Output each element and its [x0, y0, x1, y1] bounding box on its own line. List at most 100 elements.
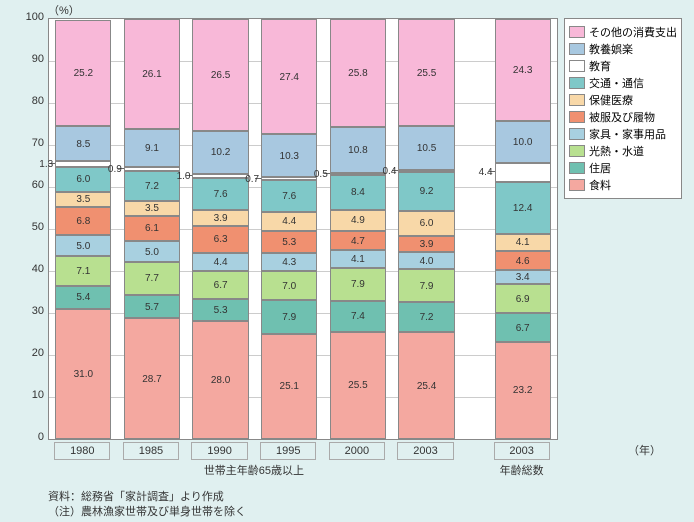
y-axis-title: （%） [48, 2, 80, 18]
legend-label: 光熱・水道 [589, 143, 644, 159]
y-tick-label: 30 [32, 305, 44, 317]
legend-item: 家具・家事用品 [569, 126, 677, 142]
y-tick-label: 80 [32, 95, 44, 107]
segment-value: 10.5 [398, 143, 454, 154]
segment-value: 3.4 [495, 272, 551, 283]
segment-value: 7.9 [330, 279, 386, 290]
y-tick-label: 20 [32, 347, 44, 359]
segment-value: 6.9 [495, 294, 551, 305]
legend-swatch [569, 162, 585, 174]
segment-value: 4.0 [398, 256, 454, 267]
segment-value: 4.4 [467, 167, 493, 178]
segment-value: 3.5 [124, 203, 180, 214]
segment-value: 4.1 [495, 237, 551, 248]
segment-value: 10.3 [261, 151, 317, 162]
legend: その他の消費支出教養娯楽教育交通・通信保健医療被服及び履物家具・家事用品光熱・水… [564, 18, 682, 199]
legend-swatch [569, 179, 585, 191]
legend-label: 保健医療 [589, 92, 633, 108]
segment-value: 6.8 [55, 216, 111, 227]
segment-value: 3.9 [398, 239, 454, 250]
segment-value: 7.0 [261, 281, 317, 292]
segment-value: 6.7 [495, 323, 551, 334]
segment-value: 7.7 [124, 273, 180, 284]
segment-value: 7.6 [192, 189, 248, 200]
legend-label: 住居 [589, 160, 611, 176]
segment-value: 12.4 [495, 203, 551, 214]
x-tick-label: 1985 [123, 442, 179, 460]
section-label-total: 年齢総数 [487, 462, 556, 478]
segment-value: 10.0 [495, 137, 551, 148]
legend-label: 教育 [589, 58, 611, 74]
x-tick-label: 2003 [397, 442, 453, 460]
x-tick-label: 2000 [329, 442, 385, 460]
legend-item: 住居 [569, 160, 677, 176]
y-tick-label: 90 [32, 53, 44, 65]
segment-value: 7.9 [398, 281, 454, 292]
y-tick-label: 40 [32, 263, 44, 275]
segment-value: 4.7 [330, 236, 386, 247]
bar-1985: 28.75.77.75.06.13.57.20.99.126.1 [124, 19, 180, 439]
footnote-note: （注）農林漁家世帯及び単身世帯を除く [48, 503, 246, 519]
segment-value: 6.0 [55, 174, 111, 185]
segment-value: 26.1 [124, 69, 180, 80]
y-tick-label: 70 [32, 137, 44, 149]
section-label-65plus: 世帯主年齢65歳以上 [48, 462, 460, 478]
segment-value: 3.5 [55, 194, 111, 205]
chart-container: （%） 31.05.47.15.06.83.56.01.38.525.228.7… [0, 0, 694, 522]
segment-value: 5.0 [124, 247, 180, 258]
footnote-source: 資料：総務省「家計調査」より作成 [48, 488, 224, 504]
x-axis-title: （年） [628, 442, 661, 458]
legend-item: 被服及び履物 [569, 109, 677, 125]
legend-swatch [569, 94, 585, 106]
bar-2000: 25.57.47.94.14.74.98.40.510.825.8 [330, 19, 386, 439]
legend-label: 交通・通信 [589, 75, 644, 91]
segment-value: 25.1 [261, 381, 317, 392]
segment-value: 7.2 [124, 181, 180, 192]
segment-value: 28.0 [192, 375, 248, 386]
segment-教育 [495, 163, 551, 181]
segment-value: 5.4 [55, 292, 111, 303]
legend-label: 被服及び履物 [589, 109, 655, 125]
bar-1995: 25.17.97.04.35.34.47.60.710.327.4 [261, 19, 317, 439]
segment-value: 4.1 [330, 254, 386, 265]
segment-value: 1.3 [27, 159, 53, 170]
bar-1980: 31.05.47.15.06.83.56.01.38.525.2 [55, 19, 111, 439]
segment-value: 31.0 [55, 369, 111, 380]
segment-value: 4.9 [330, 215, 386, 226]
segment-value: 26.5 [192, 70, 248, 81]
y-tick-label: 100 [26, 11, 44, 23]
legend-swatch [569, 145, 585, 157]
segment-value: 28.7 [124, 374, 180, 385]
x-tick-label: 2003 [494, 442, 550, 460]
bar-2003a: 25.47.27.94.03.96.09.20.410.525.5 [398, 19, 454, 439]
segment-value: 4.3 [261, 257, 317, 268]
legend-item: 交通・通信 [569, 75, 677, 91]
legend-label: 食料 [589, 177, 611, 193]
segment-value: 0.7 [233, 174, 259, 185]
segment-value: 25.2 [55, 68, 111, 79]
segment-value: 7.9 [261, 312, 317, 323]
legend-swatch [569, 26, 585, 38]
segment-value: 8.5 [55, 139, 111, 150]
legend-swatch [569, 111, 585, 123]
segment-value: 4.4 [261, 216, 317, 227]
segment-value: 5.0 [55, 241, 111, 252]
segment-value: 7.2 [398, 312, 454, 323]
legend-item: 教養娯楽 [569, 41, 677, 57]
segment-value: 25.5 [398, 68, 454, 79]
segment-value: 9.2 [398, 186, 454, 197]
segment-value: 7.6 [261, 191, 317, 202]
segment-value: 0.5 [302, 169, 328, 180]
y-tick-label: 50 [32, 221, 44, 233]
legend-label: 家具・家事用品 [589, 126, 666, 142]
y-tick-label: 60 [32, 179, 44, 191]
segment-value: 10.2 [192, 147, 248, 158]
segment-value: 0.4 [370, 166, 396, 177]
segment-value: 6.7 [192, 280, 248, 291]
segment-value: 1.0 [164, 171, 190, 182]
segment-value: 5.3 [192, 305, 248, 316]
legend-swatch [569, 128, 585, 140]
legend-label: その他の消費支出 [589, 24, 677, 40]
legend-item: その他の消費支出 [569, 24, 677, 40]
segment-value: 8.4 [330, 187, 386, 198]
